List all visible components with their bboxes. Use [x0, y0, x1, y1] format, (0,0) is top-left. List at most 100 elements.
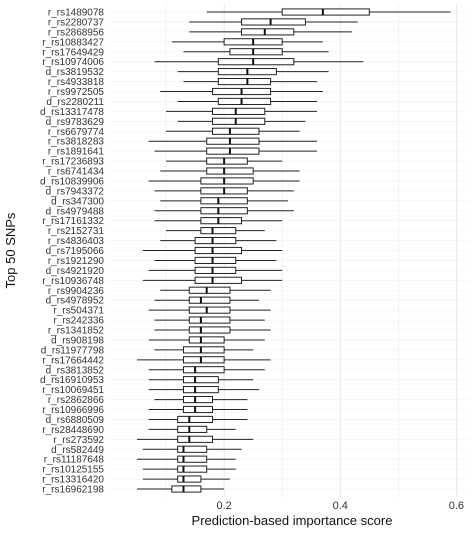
- y-tick-label: r_rs16962198: [42, 485, 104, 496]
- y-tick-label: r_rs1891641: [48, 147, 105, 158]
- y-tick-label: d_rs13317478: [40, 107, 104, 118]
- box-iqr: [177, 415, 214, 424]
- y-axis-title: Top 50 SNPs: [3, 212, 18, 288]
- boxes: [137, 8, 451, 493]
- y-tick-label: d_rs3813852: [46, 365, 105, 376]
- y-tick-label: r_rs4933818: [48, 77, 105, 88]
- box-iqr: [217, 77, 272, 86]
- y-tick-label: r_rs6679774: [48, 127, 105, 138]
- y-tick-label: r_rs10069451: [42, 385, 104, 396]
- box-iqr: [177, 465, 208, 473]
- box-iqr: [206, 137, 260, 145]
- y-tick-label: r_rs242336: [53, 316, 104, 327]
- box-iqr: [177, 455, 208, 463]
- y-tick-label: d_rs10839906: [40, 176, 104, 187]
- y-tick-label: r_rs13316420: [42, 475, 104, 486]
- y-tick-label: r_rs273592: [53, 435, 104, 446]
- box-iqr: [200, 197, 248, 205]
- y-tick-label: r_rs28448690: [42, 425, 104, 436]
- box-iqr: [241, 28, 295, 36]
- box-iqr: [200, 177, 254, 185]
- y-tick-label: r_rs17236893: [42, 157, 104, 168]
- y-tick-label: r_rs10125155: [42, 465, 104, 476]
- y-tick-label: d_rs582449: [51, 445, 104, 456]
- box-iqr: [200, 217, 243, 225]
- box-iqr: [212, 107, 266, 115]
- x-axis-title: Prediction-based importance score: [192, 513, 393, 528]
- box-iqr: [182, 386, 219, 394]
- x-tick-label: 0.6: [449, 500, 464, 512]
- box-iqr: [188, 336, 225, 344]
- y-tick-label: d_rs6880509: [46, 415, 105, 426]
- box-iqr: [177, 425, 208, 433]
- y-tick-label: r_rs2280737: [48, 17, 105, 28]
- box-iqr: [188, 286, 231, 294]
- box-iqr: [217, 58, 295, 66]
- y-tick-label: r_rs17161332: [42, 216, 104, 227]
- box-iqr: [206, 167, 254, 175]
- box-iqr: [241, 18, 306, 26]
- box-iqr: [177, 435, 214, 443]
- box-iqr: [217, 97, 272, 106]
- y-tick-label: d_rs7195066: [46, 246, 105, 257]
- box-iqr: [171, 485, 202, 493]
- y-tick-label: d_rs908198: [51, 335, 104, 346]
- y-tick-labels: r_rs1489078r_rs2280737r_rs2868956r_rs108…: [40, 8, 104, 496]
- box-iqr: [182, 376, 219, 384]
- y-tick-label: r_rs10974006: [42, 57, 104, 68]
- y-tick-label: r_rs11187648: [44, 455, 105, 466]
- box-iqr: [200, 227, 237, 235]
- y-tick-label: d_rs4978952: [46, 296, 105, 307]
- y-tick-label: r_rs17649429: [42, 47, 104, 58]
- y-tick-label: r_rs10936748: [42, 276, 104, 287]
- box-iqr: [177, 475, 202, 483]
- y-tick-label: r_rs4836403: [48, 236, 105, 247]
- box-iqr: [206, 157, 248, 165]
- box-iqr: [212, 127, 260, 135]
- y-tick-label: d_rs11977798: [41, 345, 105, 356]
- box-iqr: [281, 8, 370, 16]
- box-iqr: [177, 445, 208, 453]
- y-tick-label: r_rs17664442: [42, 355, 104, 366]
- box-iqr: [188, 296, 231, 304]
- box-iqr: [182, 366, 225, 374]
- y-tick-label: d_rs4921920: [46, 266, 105, 277]
- y-tick-label: r_rs3818283: [48, 137, 105, 148]
- box-iqr: [182, 395, 214, 404]
- x-tick-labels: 0.2 0.4 0.6: [216, 500, 464, 512]
- x-tick-label: 0.2: [216, 500, 231, 512]
- box-iqr: [200, 207, 248, 215]
- y-tick-label: d_rs9783629: [46, 117, 105, 128]
- y-tick-label: d_rs3819532: [46, 67, 105, 78]
- box-iqr: [194, 246, 243, 255]
- y-tick-label: r_rs2152731: [48, 226, 105, 237]
- y-tick-label: r_rs10966996: [42, 405, 104, 416]
- box-iqr: [194, 236, 237, 245]
- y-tick-label: r_rs9904236: [48, 286, 105, 297]
- box-iqr: [188, 316, 231, 324]
- y-tick-label: d_rs4979488: [46, 206, 105, 217]
- box-iqr: [194, 256, 237, 265]
- box-iqr: [182, 356, 225, 364]
- y-tick-label: r_rs1921290: [48, 256, 105, 267]
- y-tick-label: r_rs1489078: [48, 8, 105, 19]
- y-tick-label: r_rs2862866: [48, 395, 105, 406]
- y-tick-label: r_rs9972505: [48, 87, 105, 98]
- box-iqr: [212, 117, 266, 125]
- y-tick-label: d_rs347300: [51, 196, 104, 207]
- box-iqr: [182, 346, 225, 354]
- y-tick-label: r_rs1341852: [48, 326, 105, 337]
- box-iqr: [206, 147, 260, 155]
- y-tick-label: r_rs10883427: [42, 37, 104, 48]
- y-tick-label: d_rs7943372: [46, 186, 105, 197]
- y-tick-label: r_rs6741434: [48, 167, 105, 178]
- x-tick-label: 0.4: [333, 500, 348, 512]
- box-iqr: [194, 266, 237, 274]
- box-iqr: [194, 276, 243, 284]
- y-tick-label: r_rs504371: [53, 306, 104, 317]
- y-tick-label: r_rs2868956: [48, 27, 105, 38]
- box-iqr: [188, 326, 231, 334]
- box-iqr: [182, 405, 214, 414]
- y-tick-label: d_rs16910953: [40, 375, 104, 386]
